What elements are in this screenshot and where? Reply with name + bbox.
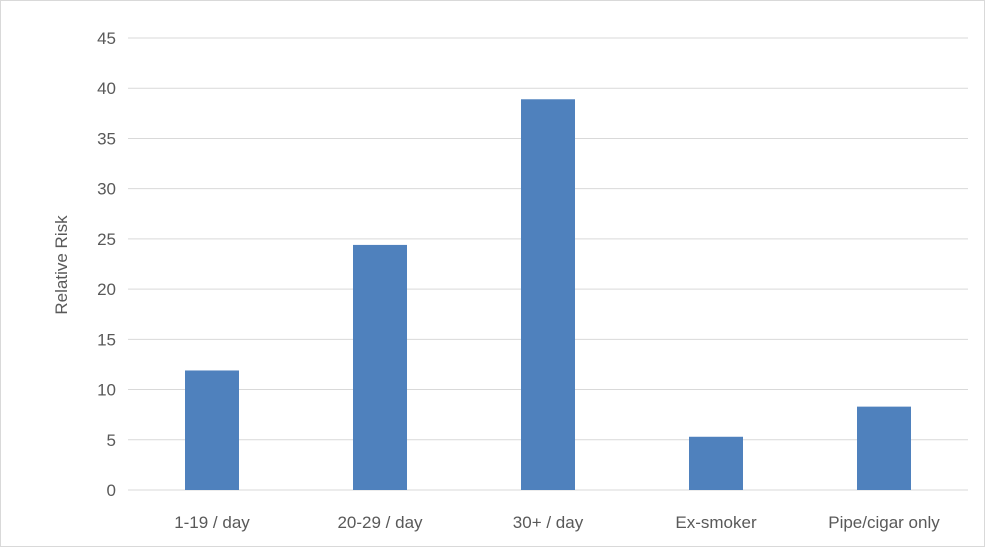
y-tick-label: 15 [97,330,116,349]
bar-pipe-cigar-only [857,406,911,490]
x-axis-ticks: 1-19 / day 20-29 / day 30+ / day Ex-smoker P… [174,513,940,532]
x-tick-label: 20-29 / day [337,513,423,532]
x-tick-label: 30+ / day [513,513,584,532]
y-tick-label: 25 [97,230,116,249]
x-tick-label: Pipe/cigar only [828,513,940,532]
y-axis-ticks: 0 5 10 15 20 25 30 35 40 45 [97,29,116,500]
y-tick-label: 0 [107,481,116,500]
bars [185,99,911,490]
y-tick-label: 30 [97,180,116,199]
y-tick-label: 35 [97,129,116,148]
bar-ex-smoker [689,436,743,490]
y-axis-title: Relative Risk [52,215,71,315]
y-tick-label: 40 [97,79,116,98]
bar-20-29-day [353,244,407,490]
x-tick-label: 1-19 / day [174,513,250,532]
y-tick-label: 45 [97,29,116,48]
y-tick-label: 10 [97,381,116,400]
bar-30-day [521,99,575,490]
x-tick-label: Ex-smoker [675,513,757,532]
y-tick-label: 20 [97,280,116,299]
y-tick-label: 5 [107,431,116,450]
bar-1-19-day [185,370,239,490]
